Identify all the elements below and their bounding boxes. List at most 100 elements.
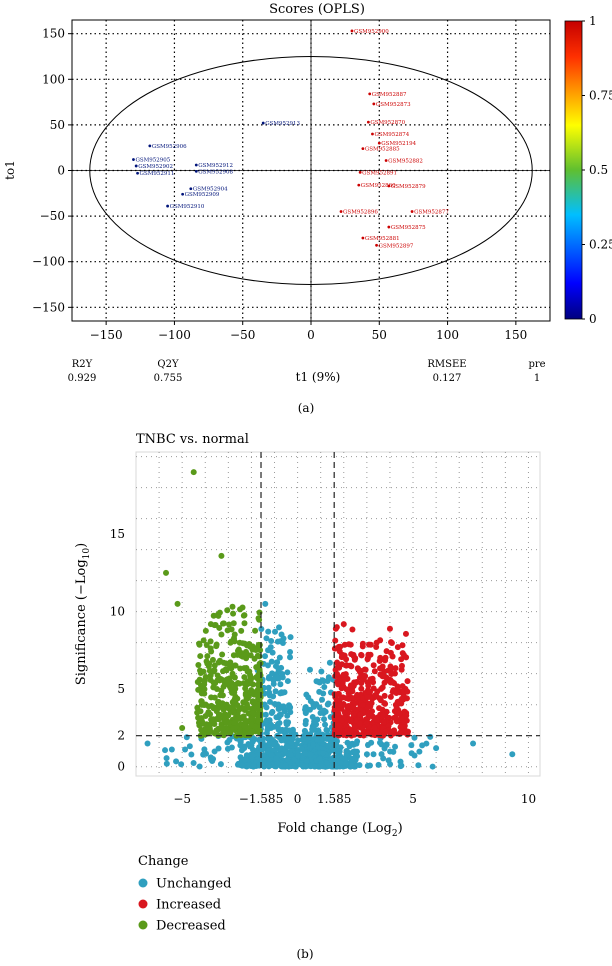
panel-b-point-unchanged [326,659,333,666]
panel-b-x-tick-label: 5 [409,792,417,806]
panel-b-legend-swatch [138,878,148,888]
panel-b-point-unchanged [277,711,284,718]
panel-b-point-increased [379,706,386,713]
panel-a-x-tick-label: 0 [307,328,315,342]
panel-b-point-decreased [219,651,226,658]
panel-b-point-increased [379,712,386,719]
panel-b-point-decreased [241,640,248,647]
panel-b-point-decreased [213,643,220,650]
panel-b-point-decreased [224,607,231,614]
panel-b-point-unchanged [321,707,328,714]
panel-b-point-decreased [249,715,256,722]
panel-b-point-decreased [198,717,205,724]
panel-a-zero-lines [72,20,550,321]
panel-b-point-unchanged [196,763,203,770]
panel-b-point-decreased [213,685,220,692]
panel-b-point-unchanged [342,760,349,767]
panel-a-point [136,171,139,175]
panel-b-point-unchanged [200,751,207,758]
panel-b-point-decreased [198,690,205,697]
panel-b-point-unchanged [190,760,197,767]
panel-b-point-increased [373,716,380,723]
panel-a-point [361,147,365,151]
panel-b-point-unchanged [343,748,350,755]
panel-b-x-tick-label: 1.585 [317,792,351,806]
panel-a-colorbar-tick-label: 0.5 [589,163,608,177]
panel-b-point-decreased [236,728,243,735]
panel-b-point-unchanged [262,653,269,660]
panel-b-point-increased [372,729,379,736]
panel-b-y-ticks: 0 2 5 10 15 [110,527,125,774]
panel-b-point-increased [394,644,401,651]
panel-b-point-increased [350,711,357,718]
panel-a-point-label: GSM952874 [374,132,409,138]
panel-b-x-ticks: −5 −1.585 0 1.585 5 10 [173,792,536,806]
panel-b-point-decreased [218,552,225,559]
panel-b-point-decreased [243,664,250,671]
panel-a-y-tick-label: 50 [50,118,65,132]
panel-b-point-increased [404,688,411,695]
panel-b-x-label-end: ) [398,821,403,836]
panel-b-point-increased [398,662,405,669]
panel-b-point-unchanged [237,742,244,749]
panel-b-point-unchanged [392,743,399,750]
panel-b-point-increased [398,730,405,737]
panel-b-point-unchanged [266,717,273,724]
panel-b-point-unchanged [262,600,269,607]
panel-a-point [261,121,265,125]
panel-b-point-unchanged [429,763,436,770]
panel-b-label: (b) [296,947,313,961]
panel-b-y-tick-label: 15 [110,527,125,541]
panel-a-point-label: GSM952877 [414,210,449,216]
panel-a-point [166,204,170,208]
panel-b-point-increased [385,722,392,729]
panel-a-point [387,184,391,188]
panel-a-opls-scores: Scores (OPLS) GSM952906 GSM952913 GSM95290… [3,2,612,415]
panel-a-stat-label: R2Y [72,359,93,370]
panel-b-point-decreased [227,729,234,736]
panel-b-point-increased [388,670,395,677]
panel-a-x-tick-label: 100 [436,328,459,342]
panel-b-point-unchanged [325,742,332,749]
panel-a-point-label: GSM952897 [379,243,414,249]
panel-a-colorbar [564,20,583,320]
panel-b-point-decreased [210,612,217,619]
panel-b-point-increased [348,717,355,724]
panel-a-point-label: GSM952891 [362,170,397,176]
panel-b-point-unchanged [284,743,291,750]
panel-b-point-unchanged [295,737,302,744]
panel-b-point-increased [348,663,355,670]
panel-b-point-increased [359,702,366,709]
panel-b-point-unchanged [415,762,422,769]
panel-b-point-increased [397,724,404,731]
panel-b-point-unchanged [320,678,327,685]
panel-a-point [384,159,388,162]
panel-b-legend-swatch [138,920,148,930]
panel-b-point-unchanged [313,736,320,743]
panel-a-stat-value: 0.755 [154,373,183,384]
panel-b-point-decreased [179,724,186,731]
panel-b-y-tick-label: 2 [117,729,125,743]
panel-b-point-increased [349,688,356,695]
panel-b-point-unchanged [178,761,185,768]
panel-b-point-increased [379,673,386,680]
panel-b-point-unchanged [319,750,326,757]
panel-b-point-unchanged [302,709,309,716]
panel-b-point-increased [347,641,354,648]
panel-b-point-unchanged [282,762,289,769]
panel-b-point-unchanged [273,755,280,762]
panel-b-point-decreased [252,723,259,730]
panel-b-point-decreased [230,610,237,617]
panel-b-point-increased [363,720,370,727]
panel-b-point-unchanged [302,717,309,724]
panel-b-y-tick-label: 0 [117,760,125,774]
panel-b-point-unchanged [275,665,282,672]
panel-b-point-unchanged [310,741,317,748]
panel-b-point-increased [402,630,409,637]
panel-b-point-unchanged [264,735,271,742]
panel-a-y-tick-label: −150 [32,300,65,314]
panel-b-point-decreased [196,722,203,729]
panel-a-point-label: GSM952900 [354,29,389,35]
panel-b-point-decreased [211,720,218,727]
panel-b-point-unchanged [321,683,328,690]
